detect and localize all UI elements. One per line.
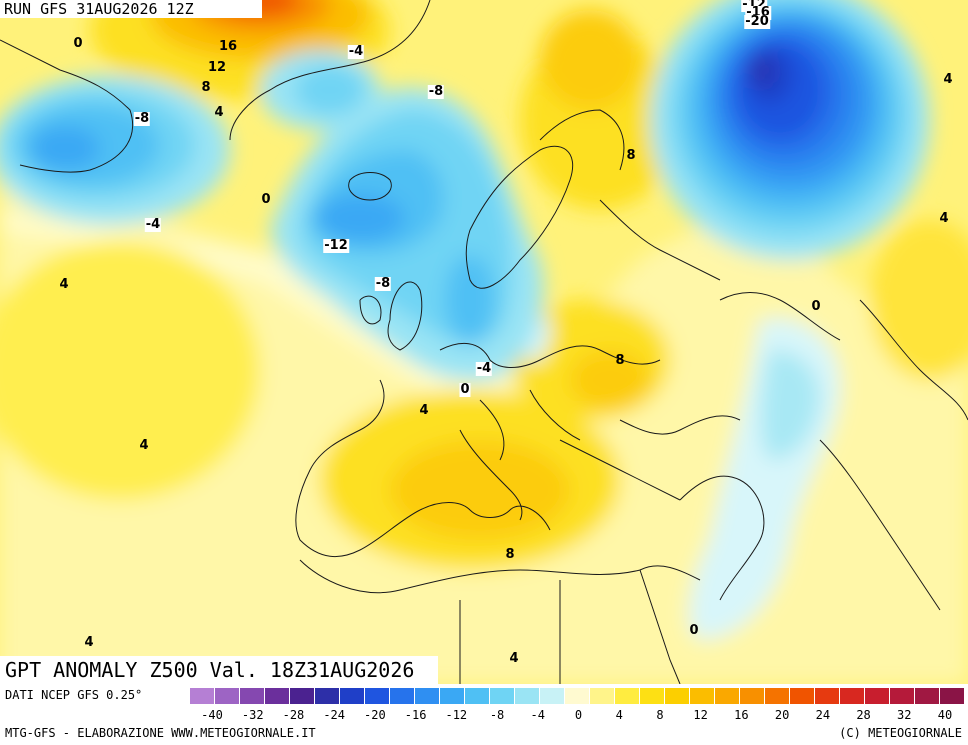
colorbar-swatch: [690, 688, 715, 704]
colorbar-swatch: [265, 688, 290, 704]
coastlines: [0, 0, 968, 684]
colorbar-swatch: [490, 688, 515, 704]
colorbar-swatch: [390, 688, 415, 704]
colorbar-tick: 28: [856, 708, 871, 722]
colorbar-swatch: [340, 688, 365, 704]
colorbar-swatch: [415, 688, 440, 704]
colorbar-tick: -20: [364, 708, 386, 722]
colorbar-tick: -12: [445, 708, 468, 722]
contour-label: -4: [347, 44, 365, 59]
colorbar-tick: -16: [404, 708, 427, 722]
colorbar-swatch: [815, 688, 840, 704]
colorbar-tick: -28: [282, 708, 305, 722]
colorbar-swatch: [240, 688, 265, 704]
colorbar-swatch: [515, 688, 540, 704]
contour-label: 0: [811, 299, 821, 314]
colorbar-swatch: [940, 688, 965, 704]
contour-label: 8: [626, 148, 636, 163]
contour-label: -8: [374, 276, 392, 291]
contour-label: 12: [207, 60, 227, 75]
colorbar-swatch: [790, 688, 815, 704]
contour-label: 4: [939, 211, 949, 226]
colorbar-swatch: [190, 688, 215, 704]
colorbar-swatch: [715, 688, 740, 704]
contour-label: -4: [475, 361, 493, 376]
colorbar-swatch: [540, 688, 565, 704]
colorbar-tick: 4: [615, 708, 623, 722]
colorbar-swatch: [615, 688, 640, 704]
colorbar-tick: 8: [656, 708, 664, 722]
contour-label: -12: [323, 238, 349, 253]
colorbar-swatch: [640, 688, 665, 704]
colorbar-swatch: [915, 688, 940, 704]
colorbar-tick: 24: [815, 708, 831, 722]
contour-label: 4: [59, 277, 69, 292]
colorbar-tick: 16: [734, 708, 749, 722]
contour-label: 8: [615, 353, 625, 368]
map-area: [0, 0, 968, 684]
colorbar-swatch: [440, 688, 465, 704]
colorbar-swatch: [215, 688, 240, 704]
colorbar-swatch: [465, 688, 490, 704]
colorbar-swatch: [740, 688, 765, 704]
colorbar-tick: 12: [693, 708, 708, 722]
contour-label: 4: [84, 635, 94, 650]
colorbar-swatch: [365, 688, 390, 704]
colorbar-tick: 40: [937, 708, 953, 722]
contour-label: 4: [139, 438, 149, 453]
colorbar-swatch: [890, 688, 915, 704]
run-info-label: RUN GFS 31AUG2026 12Z: [0, 0, 262, 18]
colorbar-swatch: [665, 688, 690, 704]
contour-label: 4: [419, 403, 429, 418]
colorbar-tick: -40: [201, 708, 223, 722]
contour-label: -8: [133, 111, 151, 126]
contour-label: -4: [144, 217, 162, 232]
contour-label: 0: [73, 36, 83, 51]
contour-label: 0: [459, 382, 471, 397]
legend-panel: DATI NCEP GFS 0.25° -40 -32 -28 -24 -20 -16 -1…: [0, 684, 968, 745]
colorbar-swatch: [565, 688, 590, 704]
contour-label: 0: [261, 192, 271, 207]
colorbar-swatch: [315, 688, 340, 704]
contour-label: 0: [689, 623, 699, 638]
colorbar: [190, 688, 965, 704]
anomaly-field: [0, 0, 968, 684]
colorbar-swatch: [840, 688, 865, 704]
contour-label: 8: [505, 547, 515, 562]
colorbar-tick: -4: [530, 708, 545, 722]
colorbar-tick: -24: [323, 708, 345, 722]
colorbar-tick: -32: [241, 708, 264, 722]
credit-left: MTG-GFS - ELABORAZIONE WWW.METEOGIORNALE…: [5, 726, 316, 740]
credit-right: (C) METEOGIORNALE: [839, 726, 962, 740]
contour-label: 4: [943, 72, 953, 87]
map-title: GPT ANOMALY Z500 Val. 18Z31AUG2026: [0, 656, 438, 684]
colorbar-swatch: [865, 688, 890, 704]
contour-label: 8: [201, 80, 211, 95]
anomaly-map: [0, 0, 968, 684]
data-source-label: DATI NCEP GFS 0.25°: [5, 688, 143, 702]
contour-label: -20: [744, 14, 770, 29]
contour-label: 4: [214, 105, 224, 120]
contour-label: -8: [427, 84, 445, 99]
colorbar-swatch: [590, 688, 615, 704]
colorbar-swatch: [290, 688, 315, 704]
contour-label: 16: [218, 39, 238, 54]
colorbar-tick: 0: [574, 708, 583, 722]
contour-label: 4: [509, 651, 519, 666]
colorbar-swatch: [765, 688, 790, 704]
colorbar-tick: 32: [897, 708, 912, 722]
colorbar-tick: -8: [489, 708, 505, 722]
colorbar-tick: 20: [774, 708, 790, 722]
